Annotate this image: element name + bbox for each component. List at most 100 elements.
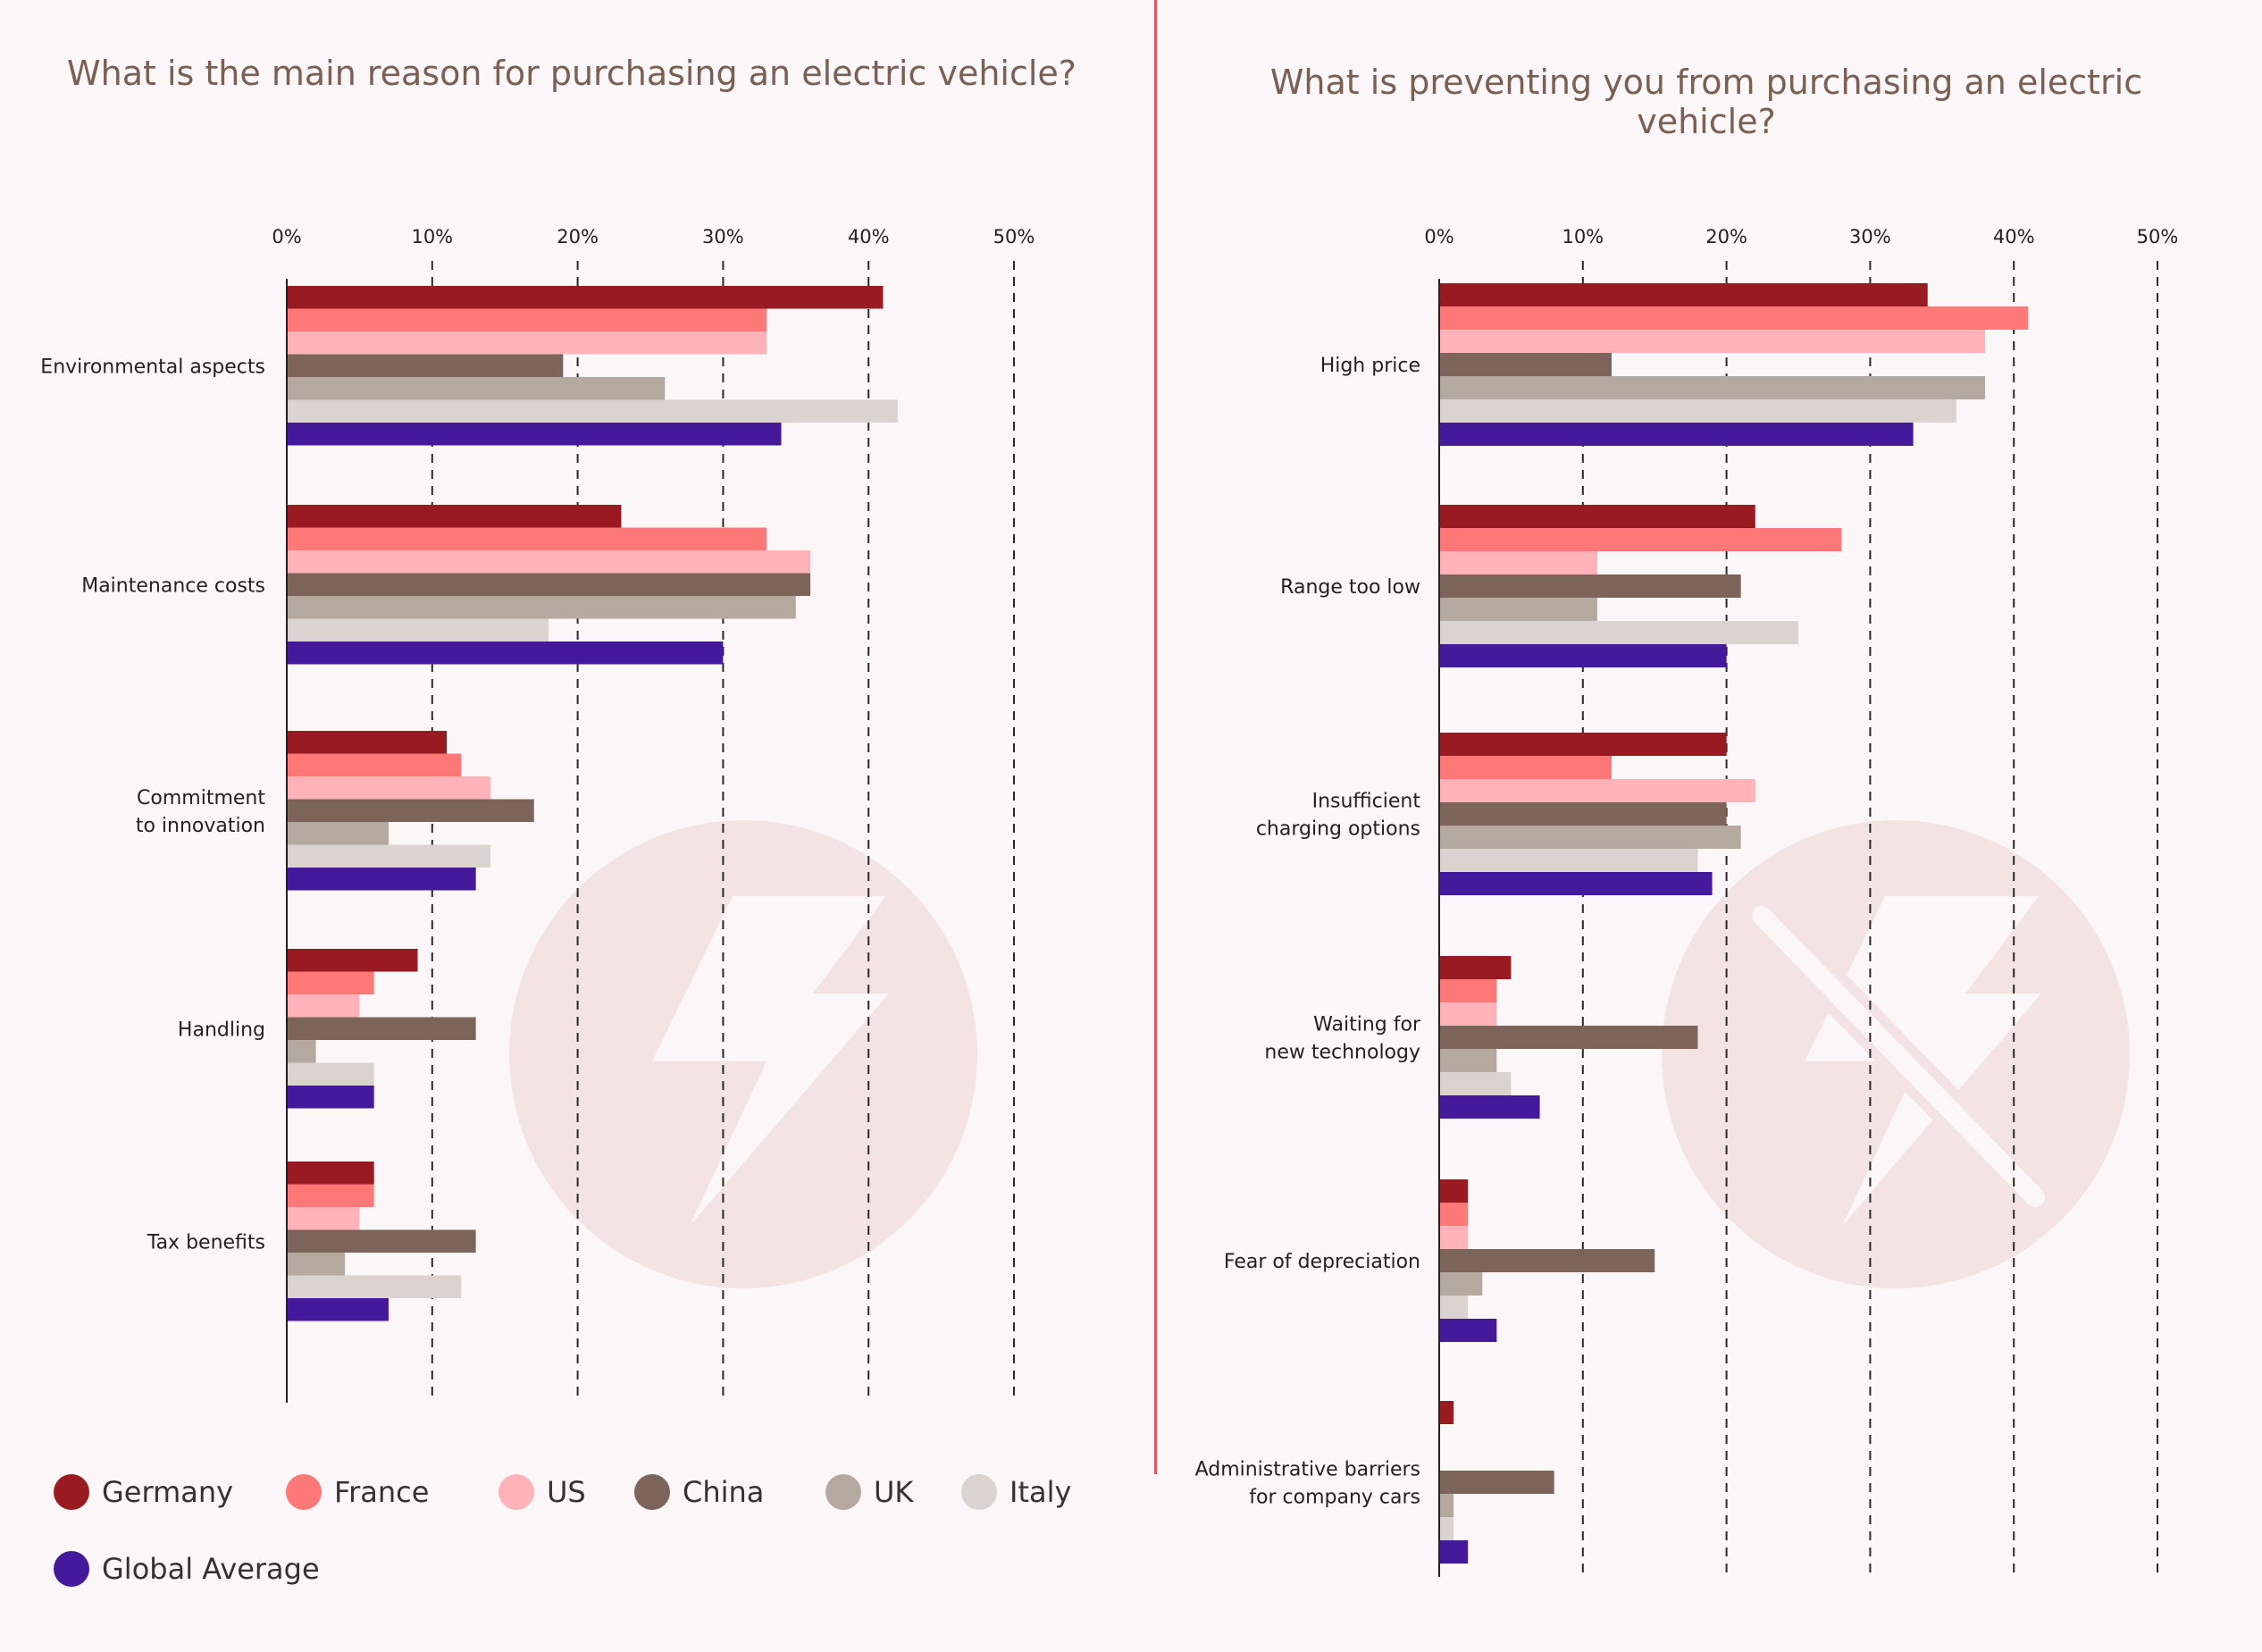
legend-label: Germany bbox=[102, 1475, 234, 1509]
legend-label: China bbox=[683, 1475, 765, 1509]
legend-swatch bbox=[498, 1474, 534, 1510]
category-label: Range too low bbox=[1280, 576, 1420, 599]
left-bar-chart: 0% 10% 20% 30% 40% 50% Environmental aspects Ma… bbox=[40, 226, 1035, 1403]
bar-germany-high-price bbox=[1439, 283, 1928, 306]
legend-label: Global Average bbox=[102, 1552, 320, 1586]
right-bar-chart: 0% 10% 20% 30% 40% 50% High price Range too low… bbox=[1195, 226, 2179, 1577]
bar-china-insufficient-charging-options bbox=[1439, 802, 1727, 826]
bar-uk-administrative-barriers-for-company-cars bbox=[1439, 1494, 1454, 1517]
category-label: Insufficient charging options bbox=[1256, 791, 1421, 841]
category-label: Environmental aspects bbox=[40, 356, 265, 378]
bar-china-high-price bbox=[1439, 353, 1612, 376]
legend-item-us: US bbox=[498, 1474, 586, 1510]
x-tick-label: 20% bbox=[557, 226, 599, 247]
legend-swatch bbox=[961, 1474, 997, 1510]
bar-germany-handling bbox=[287, 949, 418, 972]
bar-us-maintenance-costs bbox=[287, 550, 811, 574]
bar-us-commitment-to-innovation bbox=[287, 776, 490, 800]
bar-china-range-too-low bbox=[1439, 574, 1741, 598]
legend-swatch bbox=[286, 1474, 322, 1510]
bar-china-environmental-aspects bbox=[287, 354, 564, 377]
bar-china-fear-of-depreciation bbox=[1439, 1249, 1655, 1272]
bar-italy-tax-benefits bbox=[287, 1275, 462, 1298]
category-label: Fear of depreciation bbox=[1224, 1251, 1420, 1273]
category-label: Administrative barriers for company cars bbox=[1195, 1459, 1420, 1509]
left-chart-title: What is the main reason for purchasing a… bbox=[67, 54, 1077, 93]
bar-uk-fear-of-depreciation bbox=[1439, 1272, 1483, 1296]
bar-france-waiting-for-new-technology bbox=[1439, 979, 1497, 1002]
bar-china-maintenance-costs bbox=[287, 573, 811, 596]
bar-italy-handling bbox=[287, 1062, 374, 1086]
bar-global-average-environmental-aspects bbox=[287, 423, 782, 446]
x-tick-label: 30% bbox=[1849, 226, 1891, 247]
category-label: Waiting for new technology bbox=[1264, 1014, 1421, 1064]
category-label: Maintenance costs bbox=[81, 574, 265, 597]
bar-germany-maintenance-costs bbox=[287, 505, 622, 528]
bar-germany-fear-of-depreciation bbox=[1439, 1179, 1469, 1203]
bar-us-tax-benefits bbox=[287, 1207, 360, 1230]
legend-item-china: China bbox=[634, 1474, 764, 1510]
bar-france-insufficient-charging-options bbox=[1439, 756, 1612, 779]
legend-item-germany: Germany bbox=[54, 1474, 233, 1510]
bar-germany-commitment-to-innovation bbox=[287, 731, 448, 754]
legend-label: UK bbox=[874, 1475, 914, 1509]
bar-us-handling bbox=[287, 994, 360, 1018]
bar-uk-environmental-aspects bbox=[287, 377, 666, 400]
legend-label: Italy bbox=[1010, 1475, 1072, 1509]
bar-us-environmental-aspects bbox=[287, 331, 767, 355]
legend-label: France bbox=[334, 1475, 430, 1509]
bar-china-tax-benefits bbox=[287, 1229, 476, 1253]
x-tick-label: 50% bbox=[2137, 226, 2179, 247]
bar-global-average-administrative-barriers-for-company-cars bbox=[1439, 1540, 1469, 1564]
bar-italy-high-price bbox=[1439, 399, 1956, 423]
crossed-lightning-bolt-icon bbox=[1662, 820, 2130, 1288]
bar-uk-insufficient-charging-options bbox=[1439, 826, 1741, 849]
bar-uk-waiting-for-new-technology bbox=[1439, 1049, 1497, 1072]
bar-germany-administrative-barriers-for-company-cars bbox=[1439, 1401, 1454, 1424]
x-tick-label: 10% bbox=[1562, 226, 1604, 247]
legend-label: US bbox=[547, 1475, 586, 1509]
bar-uk-range-too-low bbox=[1439, 598, 1597, 621]
bar-italy-commitment-to-innovation bbox=[287, 844, 490, 868]
bar-us-waiting-for-new-technology bbox=[1439, 1002, 1497, 1026]
bar-china-commitment-to-innovation bbox=[287, 799, 534, 822]
x-tick-label: 50% bbox=[993, 226, 1035, 247]
category-label: Tax benefits bbox=[147, 1231, 265, 1254]
legend-swatch bbox=[54, 1551, 89, 1587]
bar-france-handling bbox=[287, 971, 374, 994]
bar-italy-range-too-low bbox=[1439, 621, 1798, 644]
panel-divider bbox=[1154, 0, 1157, 1474]
bar-france-fear-of-depreciation bbox=[1439, 1203, 1469, 1226]
lightning-bolt-icon bbox=[509, 820, 977, 1288]
bar-france-tax-benefits bbox=[287, 1184, 374, 1207]
category-label: Commitment to innovation bbox=[136, 787, 266, 837]
bar-italy-insufficient-charging-options bbox=[1439, 849, 1698, 872]
bar-uk-commitment-to-innovation bbox=[287, 822, 389, 845]
x-tick-label: 10% bbox=[411, 226, 453, 247]
bar-us-insufficient-charging-options bbox=[1439, 779, 1755, 802]
bar-global-average-handling bbox=[287, 1086, 374, 1109]
legend-swatch bbox=[634, 1474, 670, 1510]
bar-global-average-maintenance-costs bbox=[287, 642, 724, 665]
bar-france-high-price bbox=[1439, 306, 2029, 330]
bar-us-fear-of-depreciation bbox=[1439, 1226, 1469, 1249]
x-tick-label: 40% bbox=[848, 226, 890, 247]
bar-italy-environmental-aspects bbox=[287, 399, 898, 423]
bar-global-average-range-too-low bbox=[1439, 644, 1727, 667]
legend-item-france: France bbox=[286, 1474, 429, 1510]
bar-germany-waiting-for-new-technology bbox=[1439, 956, 1512, 979]
x-tick-label: 30% bbox=[702, 226, 744, 247]
x-tick-label: 0% bbox=[1424, 226, 1454, 247]
bar-uk-handling bbox=[287, 1040, 316, 1063]
bar-italy-administrative-barriers-for-company-cars bbox=[1439, 1517, 1454, 1540]
legend-item-italy: Italy bbox=[961, 1474, 1071, 1510]
bar-germany-environmental-aspects bbox=[287, 286, 884, 309]
bar-uk-high-price bbox=[1439, 376, 1986, 399]
bar-france-maintenance-costs bbox=[287, 527, 767, 550]
bar-germany-range-too-low bbox=[1439, 505, 1755, 528]
bar-china-administrative-barriers-for-company-cars bbox=[1439, 1471, 1554, 1494]
bar-uk-tax-benefits bbox=[287, 1253, 346, 1276]
x-tick-label: 40% bbox=[1993, 226, 2035, 247]
bar-uk-maintenance-costs bbox=[287, 596, 796, 619]
